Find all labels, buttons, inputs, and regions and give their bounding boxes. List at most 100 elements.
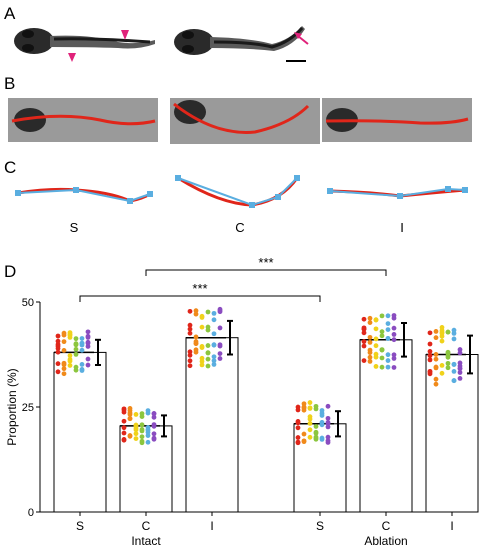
data-dot bbox=[67, 353, 73, 358]
data-dot bbox=[187, 326, 193, 332]
data-dot bbox=[391, 325, 397, 331]
bar bbox=[359, 339, 413, 513]
panel-b-images bbox=[8, 98, 472, 144]
data-dot bbox=[211, 331, 217, 337]
chart-dots bbox=[55, 306, 463, 446]
data-dot bbox=[133, 412, 139, 417]
data-dot bbox=[139, 422, 145, 428]
data-dot bbox=[301, 431, 307, 437]
data-dot bbox=[451, 362, 457, 367]
data-dot bbox=[55, 361, 61, 367]
data-dot bbox=[151, 411, 157, 416]
data-dot bbox=[361, 316, 367, 322]
data-dot bbox=[133, 436, 139, 442]
data-dot bbox=[61, 366, 67, 372]
data-dot bbox=[385, 336, 391, 341]
data-dot bbox=[391, 356, 397, 361]
midline-photo-s bbox=[8, 98, 158, 142]
data-dot bbox=[319, 420, 325, 425]
data-dot bbox=[121, 418, 127, 424]
data-dot bbox=[433, 335, 439, 341]
y-axis-label: Proportion (%) bbox=[5, 368, 19, 445]
data-dot bbox=[445, 350, 451, 356]
data-dot bbox=[391, 332, 397, 337]
panel-label-a: A bbox=[4, 4, 16, 23]
data-dot bbox=[367, 320, 373, 325]
trace-i bbox=[327, 186, 468, 199]
data-dot bbox=[379, 329, 385, 335]
data-dot bbox=[451, 330, 457, 336]
data-dot bbox=[85, 344, 91, 349]
data-dot bbox=[313, 430, 319, 436]
arrowhead-marker-2 bbox=[121, 30, 129, 40]
data-dot bbox=[385, 313, 391, 319]
data-dot bbox=[121, 437, 127, 443]
data-dot bbox=[367, 315, 373, 321]
data-dot bbox=[307, 421, 313, 426]
data-dot bbox=[151, 436, 157, 442]
data-dot bbox=[187, 352, 193, 358]
data-dot bbox=[391, 337, 397, 343]
data-dot bbox=[367, 347, 373, 353]
data-dot bbox=[55, 338, 61, 344]
data-dot bbox=[61, 360, 67, 366]
data-dot bbox=[319, 410, 325, 416]
data-dot bbox=[211, 342, 217, 348]
data-dot bbox=[151, 423, 157, 429]
data-dot bbox=[301, 401, 307, 407]
data-dot bbox=[385, 327, 391, 333]
data-dot bbox=[373, 354, 379, 360]
data-dot bbox=[295, 407, 301, 413]
fish-bent-image bbox=[174, 26, 305, 55]
data-dot bbox=[385, 358, 391, 363]
data-dot bbox=[187, 308, 193, 314]
trace-s bbox=[15, 187, 153, 204]
data-dot bbox=[61, 371, 67, 377]
data-dot bbox=[457, 350, 463, 356]
data-dot bbox=[379, 313, 385, 319]
data-dot bbox=[133, 422, 139, 428]
data-dot bbox=[199, 362, 205, 368]
panel-a-images bbox=[14, 26, 309, 62]
data-dot bbox=[307, 416, 313, 422]
data-dot bbox=[139, 427, 145, 432]
data-dot bbox=[217, 306, 223, 312]
data-dot bbox=[187, 322, 193, 328]
data-dot bbox=[61, 348, 67, 353]
data-dot bbox=[85, 329, 91, 335]
data-dot bbox=[61, 332, 67, 338]
data-dot bbox=[457, 370, 463, 375]
data-dot bbox=[205, 343, 211, 348]
data-dot bbox=[457, 363, 463, 369]
x-tick-label: C bbox=[142, 519, 151, 533]
data-dot bbox=[445, 329, 451, 335]
data-dot bbox=[187, 358, 193, 364]
trace-c bbox=[175, 175, 300, 208]
data-dot bbox=[79, 347, 85, 353]
data-dot bbox=[427, 353, 433, 359]
data-dot bbox=[367, 339, 373, 345]
data-dot bbox=[367, 334, 373, 340]
data-dot bbox=[73, 351, 79, 357]
data-dot bbox=[55, 333, 61, 339]
data-dot bbox=[199, 344, 205, 349]
data-dot bbox=[193, 308, 199, 314]
data-dot bbox=[127, 416, 133, 422]
data-dot bbox=[319, 436, 325, 442]
bar bbox=[53, 351, 107, 513]
data-dot bbox=[205, 324, 211, 330]
data-dot bbox=[439, 370, 445, 376]
data-dot bbox=[439, 325, 445, 330]
y-tick-label: 25 bbox=[22, 402, 34, 414]
data-dot bbox=[55, 369, 61, 375]
data-dot bbox=[379, 333, 385, 339]
data-dot bbox=[127, 410, 133, 416]
data-dot bbox=[121, 425, 127, 431]
x-tick-label: S bbox=[316, 519, 324, 533]
data-dot bbox=[385, 352, 391, 358]
data-dot bbox=[217, 356, 223, 361]
data-dot bbox=[307, 427, 313, 433]
group-label-intact: Intact bbox=[131, 534, 161, 548]
data-dot bbox=[301, 438, 307, 444]
data-dot bbox=[313, 436, 319, 442]
